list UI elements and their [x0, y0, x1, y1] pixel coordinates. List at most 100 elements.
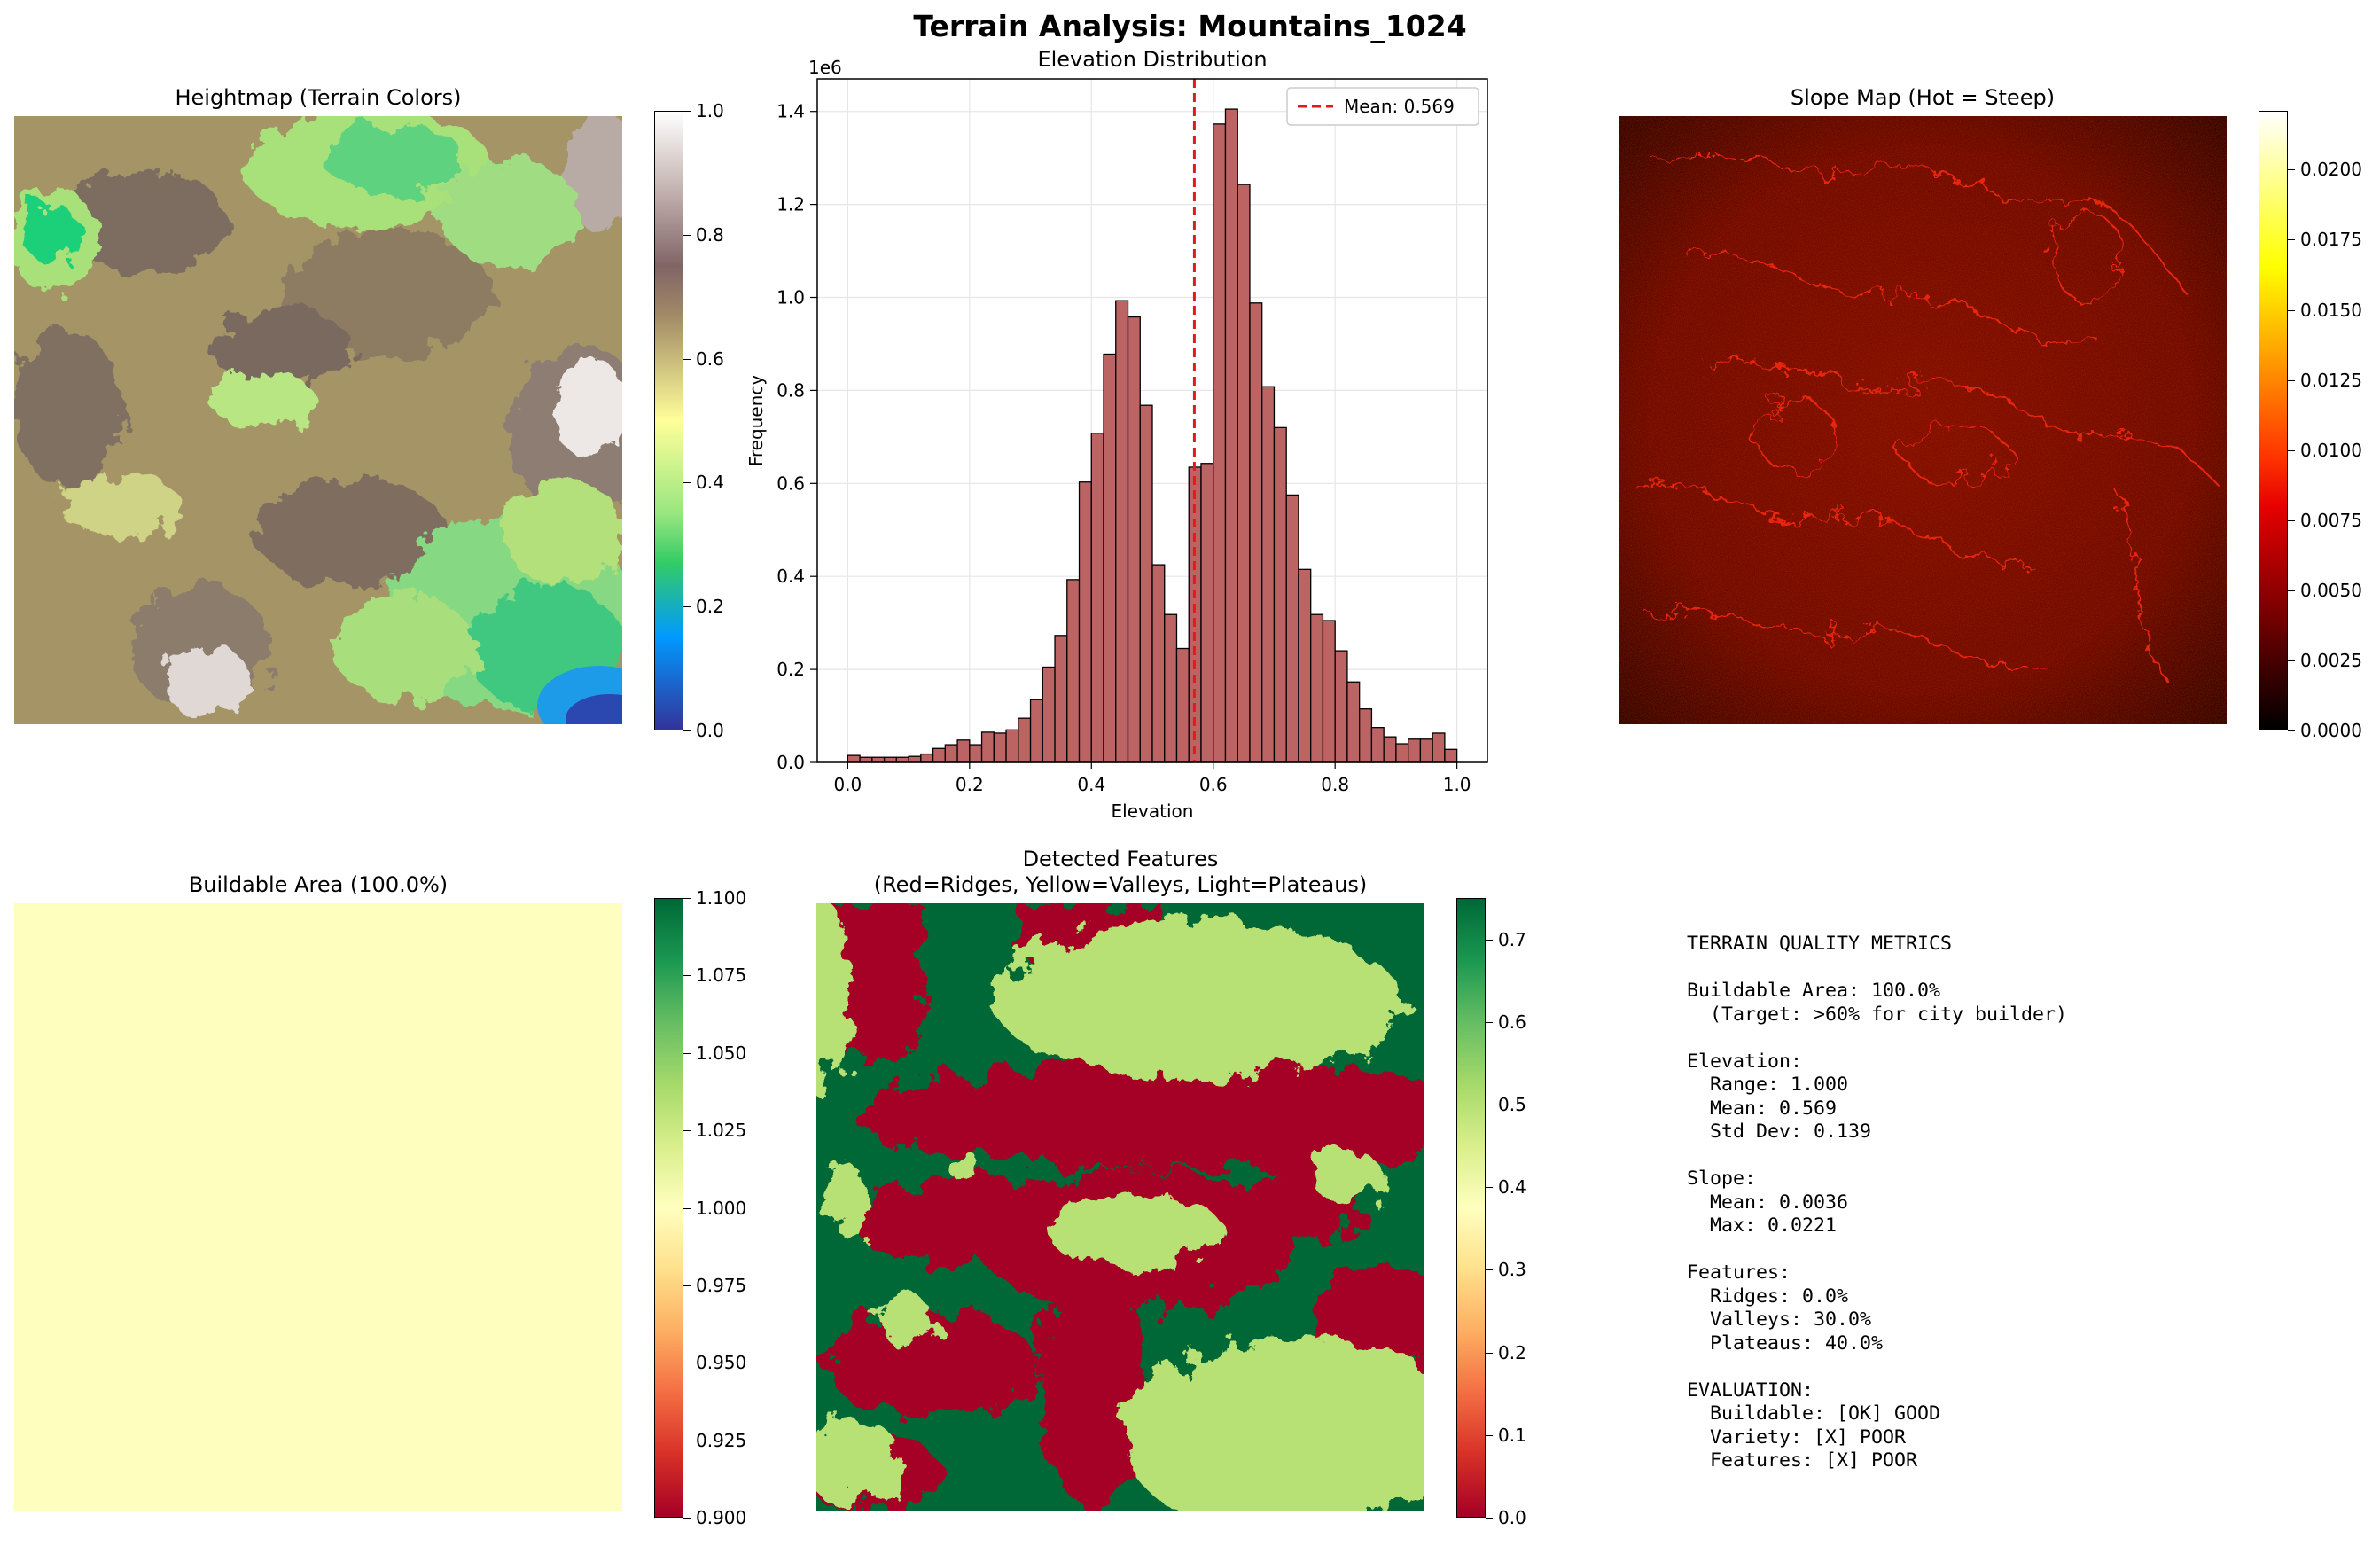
- histogram-bar: [908, 755, 922, 763]
- histogram-bar: [993, 732, 1007, 763]
- slope-colorbar-tickmark: [2288, 730, 2295, 731]
- x-tick-label: 1.0: [1443, 774, 1471, 795]
- histogram-bar: [1115, 300, 1129, 763]
- buildable-colorbar: [654, 898, 683, 1518]
- features-colorbar-tickmark: [1486, 1187, 1493, 1189]
- histogram-bar: [859, 756, 873, 763]
- histogram-bar: [1310, 613, 1324, 763]
- histogram-bar: [920, 753, 934, 763]
- heightmap-colorbar-tick-label: 0.4: [696, 472, 724, 494]
- histogram-bar: [1249, 302, 1263, 763]
- histogram-bar: [1200, 463, 1214, 763]
- histogram-bar: [1359, 708, 1373, 763]
- slope-colorbar-tick-label: 0.0150: [2300, 299, 2362, 321]
- features-colorbar-tickmark: [1486, 1352, 1493, 1354]
- features-colorbar-tick-label: 0.5: [1498, 1094, 1526, 1115]
- histogram-bar: [1346, 681, 1361, 763]
- histogram-bar: [1213, 123, 1227, 763]
- histogram-bar: [1273, 426, 1287, 763]
- buildable-colorbar-tick-label: 1.050: [696, 1042, 747, 1064]
- histogram-bar: [1408, 738, 1422, 763]
- y-scale-label: 1e6: [808, 57, 842, 78]
- features-colorbar-tick-label: 0.7: [1498, 928, 1526, 950]
- features-colorbar-tick-label: 0.3: [1498, 1259, 1526, 1281]
- features-colorbar-tickmark: [1486, 1518, 1493, 1519]
- buildable-colorbar-tick-label: 0.975: [696, 1274, 747, 1296]
- histogram-title: Elevation Distribution: [1037, 47, 1268, 72]
- y-tick-label: 0.8: [776, 379, 805, 401]
- histogram-bar: [1237, 184, 1251, 763]
- heightmap-image: [14, 116, 622, 724]
- histogram-bar: [980, 731, 995, 763]
- x-tick-label: 0.8: [1321, 774, 1349, 795]
- heightmap-colorbar-tick-label: 0.2: [696, 596, 724, 618]
- histogram-bar: [956, 739, 971, 763]
- heightmap-colorbar-tickmark: [683, 482, 691, 484]
- histogram-bar: [1334, 650, 1348, 763]
- heightmap-colorbar-tickmark: [683, 111, 691, 112]
- histogram-bar: [1029, 699, 1043, 763]
- buildable-image: [14, 903, 622, 1511]
- buildable-colorbar-tick-label: 1.100: [696, 887, 747, 909]
- buildable-colorbar-tickmark: [683, 1207, 691, 1209]
- buildable-colorbar-tickmark: [683, 1285, 691, 1286]
- histogram-bar: [1054, 635, 1068, 763]
- features-title-line1: Detected Features: [1022, 847, 1219, 871]
- features-svg: [816, 903, 1424, 1511]
- buildable-colorbar-tick-label: 0.950: [696, 1352, 747, 1374]
- x-tick-label: 0.2: [956, 774, 984, 795]
- heightmap-colorbar-tickmark: [683, 606, 691, 608]
- buildable-colorbar-tick-label: 0.925: [696, 1429, 747, 1451]
- buildable-colorbar-tickmark: [683, 1130, 691, 1132]
- histogram-ticks: 0.0 0.2 0.4 0.6 0.8 1.0 0.0 0.2 0.4 0.6 0.8 1.0 1.2 1…: [776, 101, 1471, 795]
- features-colorbar-tickmark: [1486, 1434, 1493, 1436]
- x-tick-label: 0.4: [1077, 774, 1105, 795]
- slope-colorbar-tick-label: 0.0050: [2300, 579, 2362, 601]
- figure-title: Terrain Analysis: Mountains_1024: [913, 9, 1467, 43]
- slope-colorbar-tickmark: [2288, 239, 2295, 241]
- y-tick-label: 0.4: [776, 566, 805, 587]
- slope-colorbar-tick-label: 0.0125: [2300, 369, 2362, 391]
- features-image: [816, 903, 1424, 1511]
- histogram-bar: [1090, 433, 1104, 763]
- buildable-colorbar-tickmark: [683, 898, 691, 899]
- histogram-bar: [1432, 732, 1446, 763]
- slope-colorbar-tickmark: [2288, 379, 2295, 381]
- y-tick-label: 1.0: [776, 287, 805, 308]
- slope-colorbar-tick-label: 0.0000: [2300, 720, 2362, 741]
- buildable-colorbar-tickmark: [683, 975, 691, 977]
- x-tick-label: 0.0: [833, 774, 862, 795]
- heightmap-colorbar-tick-label: 0.8: [696, 223, 724, 246]
- y-tick-label: 1.4: [776, 101, 805, 122]
- slope-image: [1619, 116, 2227, 724]
- histogram-bar: [1322, 620, 1336, 763]
- slope-colorbar: [2259, 111, 2288, 730]
- buildable-colorbar-tick-label: 1.075: [696, 965, 747, 987]
- heightmap-svg: [14, 116, 622, 724]
- terrain-quality-metrics: TERRAIN QUALITY METRICS Buildable Area: …: [1687, 933, 2068, 1472]
- histogram-bar: [944, 744, 958, 763]
- histogram-bar: [1078, 481, 1092, 763]
- slope-colorbar-tickmark: [2288, 590, 2295, 591]
- buildable-colorbar-tick-label: 1.025: [696, 1120, 747, 1142]
- heightmap-title: Heightmap (Terrain Colors): [175, 85, 462, 110]
- histogram-bar: [932, 747, 946, 763]
- legend-box: [1286, 87, 1479, 126]
- histogram-bar: [1285, 494, 1299, 763]
- histogram-bar: [883, 756, 897, 763]
- features-colorbar-tickmark: [1486, 939, 1493, 941]
- histogram-bar: [1419, 738, 1433, 763]
- heightmap-colorbar-tickmark: [683, 234, 691, 236]
- histogram-bar: [847, 754, 861, 763]
- features-colorbar-tickmark: [1486, 1021, 1493, 1023]
- y-tick-label: 0.2: [776, 659, 805, 680]
- heightmap-colorbar-tick-label: 1.0: [696, 100, 724, 121]
- legend-mean-label: Mean: 0.569: [1344, 96, 1455, 117]
- heightmap-colorbar-tick-label: 0.6: [696, 348, 724, 370]
- slope-colorbar-tick-label: 0.0075: [2300, 509, 2362, 531]
- slope-colorbar-tickmark: [2288, 449, 2295, 451]
- heightmap-colorbar-tickmark: [683, 730, 691, 731]
- histogram-bar: [1395, 743, 1409, 763]
- histogram-bar: [1042, 666, 1056, 763]
- histogram-bar: [969, 744, 983, 763]
